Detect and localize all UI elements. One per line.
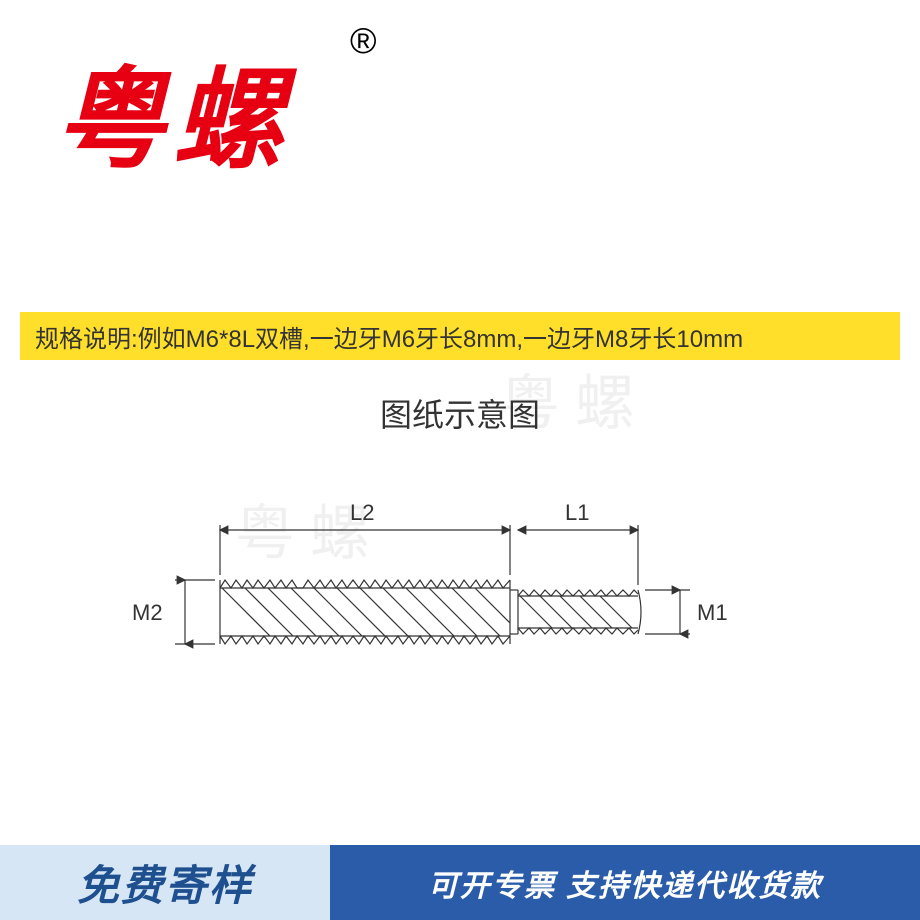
label-l2: L2 bbox=[350, 500, 374, 525]
spec-description-text: 规格说明:例如M6*8L双槽,一边牙M6牙长8mm,一边牙M8牙长10mm bbox=[35, 319, 743, 354]
footer-services: 可开专票 支持快递代收货款 bbox=[330, 845, 920, 920]
label-m2: M2 bbox=[132, 600, 163, 625]
spec-description-band: 规格说明:例如M6*8L双槽,一边牙M6牙长8mm,一边牙M8牙长10mm bbox=[20, 312, 900, 360]
label-m1: M1 bbox=[697, 600, 728, 625]
registered-mark: ® bbox=[350, 20, 377, 62]
brand-logo: 粤螺 ® bbox=[55, 30, 291, 190]
footer-free-sample: 免费寄样 bbox=[0, 845, 330, 920]
brand-text: 粤螺 bbox=[55, 59, 291, 182]
footer: 免费寄样 可开专票 支持快递代收货款 bbox=[0, 845, 920, 920]
label-l1: L1 bbox=[565, 500, 589, 525]
diagram-title: 图纸示意图 bbox=[0, 390, 920, 436]
screw-diagram: L2 L1 M2 M1 bbox=[130, 470, 780, 730]
watermark: 粤螺 bbox=[500, 355, 650, 442]
